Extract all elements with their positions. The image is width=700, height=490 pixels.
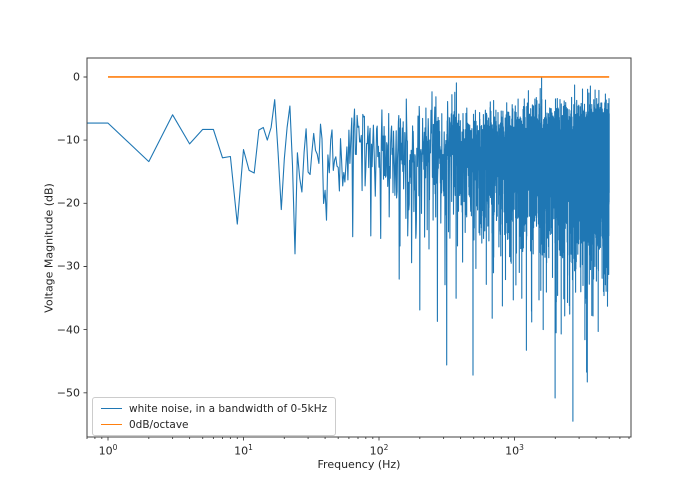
legend-line-sample-blue (101, 408, 122, 409)
y-tick-label: −10 (56, 133, 80, 147)
x-tick-label: 103 (505, 443, 524, 458)
y-tick-label: −50 (56, 386, 80, 400)
y-tick-label: −20 (56, 196, 80, 210)
legend-entry-reference: 0dB/octave (101, 418, 327, 431)
y-tick-label: 0 (73, 70, 80, 84)
y-axis-label: Voltage Magnitude (dB) (42, 182, 56, 313)
y-tick-label: −30 (56, 259, 80, 273)
y-tick-label: −40 (56, 323, 80, 337)
legend: white noise, in a bandwidth of 0-5kHz 0d… (92, 397, 337, 436)
x-axis-label: Frequency (Hz) (317, 458, 401, 471)
legend-label: 0dB/octave (129, 418, 189, 431)
x-tick-label: 100 (98, 443, 118, 458)
legend-entry-noise: white noise, in a bandwidth of 0-5kHz (101, 402, 327, 415)
legend-line-sample-orange (101, 424, 122, 425)
x-tick-label: 101 (234, 443, 253, 458)
x-tick-label: 102 (369, 443, 389, 458)
legend-label: white noise, in a bandwidth of 0-5kHz (129, 402, 328, 415)
